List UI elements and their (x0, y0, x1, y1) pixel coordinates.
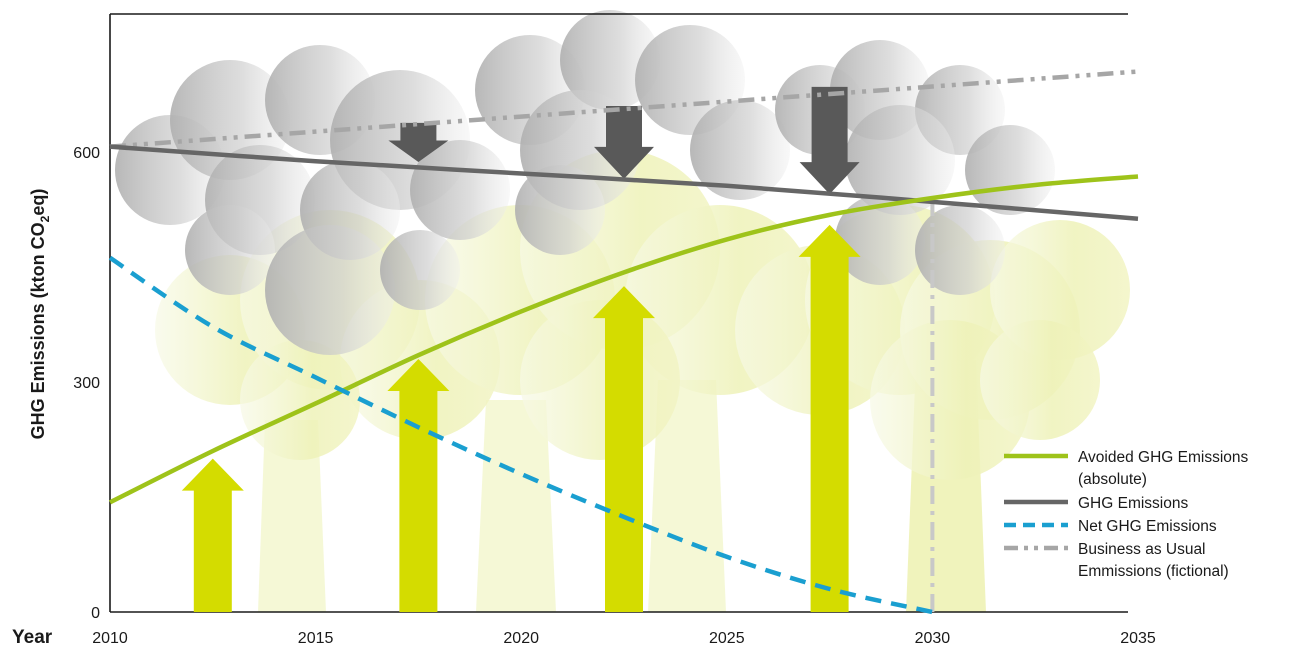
legend-label: Business as Usual (1078, 541, 1206, 558)
reduction-arrow-1 (388, 122, 449, 162)
reduction-arrow-3 (799, 86, 860, 195)
y-tick-label: 0 (91, 605, 100, 622)
x-tick-label: 2020 (503, 630, 539, 647)
x-tick-label: 2015 (298, 630, 334, 647)
reduction-arrow-2 (594, 106, 654, 179)
y-axis-title: GHG Emissions (kton CO2eq) (28, 189, 52, 440)
x-axis-title: Year (12, 627, 53, 648)
clouds (115, 10, 1055, 355)
background-illustration (115, 10, 1130, 612)
avoided-arrow-3 (593, 286, 655, 612)
avoided-arrow-1 (181, 458, 244, 612)
y-tick-label: 300 (73, 375, 100, 392)
series-line-2 (109, 144, 1139, 221)
x-tick-label: 2030 (915, 630, 951, 647)
tree-crowns (155, 150, 1130, 480)
x-tick-label: 2035 (1120, 630, 1156, 647)
legend-label-line2: Emmissions (fictional) (1078, 563, 1229, 580)
legend: Avoided GHG Emissions (absolute) GHG Emiss… (1004, 449, 1249, 580)
legend-label: Net GHG Emissions (1078, 518, 1217, 535)
series-line-4 (109, 69, 1139, 149)
avoided-arrow-2 (387, 359, 450, 612)
avoided-arrow-4 (798, 224, 861, 613)
series-line-1 (108, 174, 1139, 505)
x-tick-label: 2025 (709, 630, 745, 647)
legend-label: GHG Emissions (1078, 495, 1188, 512)
series-line-3 (108, 255, 933, 615)
y-tick-label: 600 (73, 145, 100, 162)
legend-label: Avoided GHG Emissions (1078, 449, 1249, 466)
legend-label-line2: (absolute) (1078, 471, 1147, 488)
x-tick-label: 2010 (92, 630, 128, 647)
